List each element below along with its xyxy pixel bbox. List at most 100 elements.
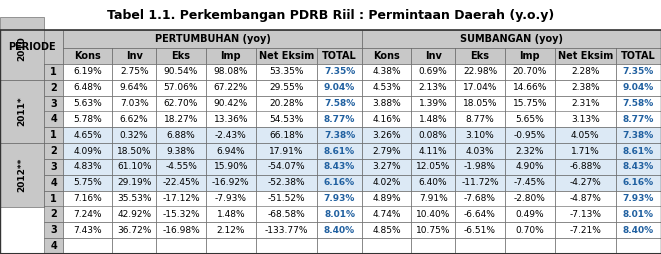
Bar [63, 222, 112, 238]
Bar [44, 143, 63, 159]
Bar [362, 143, 411, 159]
Text: 8.01%: 8.01% [623, 210, 654, 219]
Bar [505, 159, 555, 175]
Text: Imp: Imp [520, 51, 540, 61]
Bar [156, 238, 206, 254]
Bar [616, 64, 661, 80]
Text: 53.35%: 53.35% [269, 67, 303, 76]
Text: TOTAL: TOTAL [322, 51, 357, 61]
Bar [112, 80, 156, 96]
Text: 1: 1 [50, 67, 57, 77]
Bar [44, 127, 63, 143]
Bar [455, 143, 505, 159]
Text: 7.16%: 7.16% [73, 194, 102, 203]
Bar [455, 127, 505, 143]
Text: -4.87%: -4.87% [569, 194, 602, 203]
Text: -133.77%: -133.77% [264, 226, 308, 235]
Bar [63, 191, 112, 207]
Bar [505, 191, 555, 207]
Text: 4.16%: 4.16% [372, 115, 401, 124]
Text: -6.64%: -6.64% [464, 210, 496, 219]
Bar [411, 112, 455, 127]
Bar [411, 222, 455, 238]
Text: 18.50%: 18.50% [117, 147, 151, 156]
Bar [362, 47, 411, 64]
Bar [455, 222, 505, 238]
Bar [411, 175, 455, 191]
Bar [362, 127, 411, 143]
Bar [411, 191, 455, 207]
Bar [616, 127, 661, 143]
Text: Eks: Eks [471, 51, 490, 61]
Bar [63, 175, 112, 191]
Text: 4.11%: 4.11% [419, 147, 447, 156]
Text: -6.51%: -6.51% [464, 226, 496, 235]
Bar [63, 96, 112, 112]
Bar [44, 222, 63, 238]
Text: 14.66%: 14.66% [513, 83, 547, 92]
Bar [616, 159, 661, 175]
Bar [362, 64, 411, 80]
Bar [362, 96, 411, 112]
Text: 36.72%: 36.72% [117, 226, 151, 235]
Text: -7.13%: -7.13% [569, 210, 602, 219]
Bar [505, 207, 555, 222]
Bar [411, 96, 455, 112]
Bar [112, 47, 156, 64]
Bar [317, 80, 362, 96]
Bar [555, 191, 616, 207]
Bar [256, 64, 317, 80]
Bar [555, 207, 616, 222]
Bar [63, 159, 112, 175]
Bar [206, 175, 256, 191]
Bar [317, 222, 362, 238]
Text: SUMBANGAN (yoy): SUMBANGAN (yoy) [460, 34, 563, 44]
Bar [44, 96, 63, 112]
Text: -16.92%: -16.92% [212, 178, 250, 187]
Bar [505, 96, 555, 112]
Bar [256, 191, 317, 207]
Text: 9.64%: 9.64% [120, 83, 149, 92]
Bar [256, 96, 317, 112]
Bar [362, 30, 661, 47]
Text: 2: 2 [50, 83, 57, 93]
Text: 0.32%: 0.32% [120, 131, 149, 140]
Bar [616, 222, 661, 238]
Bar [156, 222, 206, 238]
Text: 54.53%: 54.53% [269, 115, 303, 124]
Text: 2: 2 [50, 209, 57, 219]
Text: -15.32%: -15.32% [162, 210, 200, 219]
Bar [362, 112, 411, 127]
Bar [317, 238, 362, 254]
Bar [256, 143, 317, 159]
Bar [44, 80, 63, 96]
Bar [616, 191, 661, 207]
Bar [256, 222, 317, 238]
Text: 5.63%: 5.63% [73, 99, 102, 108]
Bar [505, 47, 555, 64]
Bar [206, 238, 256, 254]
Text: 6.88%: 6.88% [167, 131, 196, 140]
Bar [63, 64, 112, 80]
Text: 5.78%: 5.78% [73, 115, 102, 124]
Text: 13.36%: 13.36% [214, 115, 248, 124]
Text: -2.43%: -2.43% [215, 131, 247, 140]
Text: 8.43%: 8.43% [623, 162, 654, 171]
Text: 5.65%: 5.65% [516, 115, 544, 124]
Bar [44, 238, 63, 254]
Text: 4.38%: 4.38% [372, 67, 401, 76]
Text: 8.77%: 8.77% [623, 115, 654, 124]
Text: 0.49%: 0.49% [516, 210, 544, 219]
Text: Imp: Imp [221, 51, 241, 61]
Text: 1: 1 [50, 130, 57, 140]
Bar [505, 127, 555, 143]
Bar [317, 191, 362, 207]
Text: 7.93%: 7.93% [324, 194, 355, 203]
Text: 8.77%: 8.77% [465, 115, 494, 124]
Bar [206, 222, 256, 238]
Bar [455, 80, 505, 96]
Text: 0.70%: 0.70% [516, 226, 544, 235]
Bar [44, 112, 63, 127]
Bar [156, 191, 206, 207]
Bar [156, 159, 206, 175]
